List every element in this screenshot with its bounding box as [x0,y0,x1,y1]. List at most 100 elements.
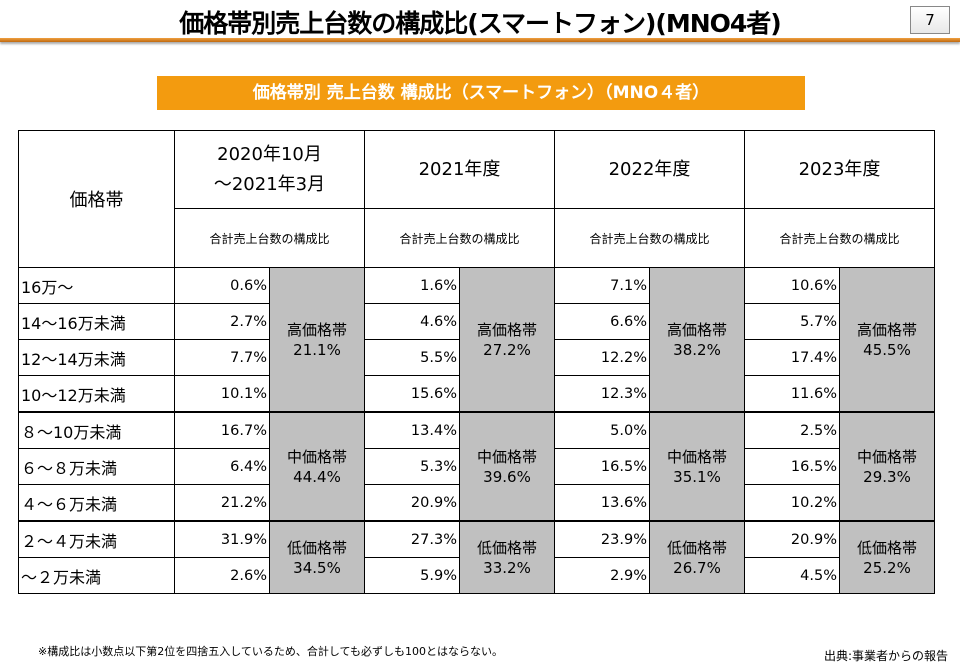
period-header: 2022年度 [554,130,745,209]
subheader: 合計売上台数の構成比 [364,208,555,268]
share-value: 12.3% [554,375,650,413]
group-label: 中価格帯 [666,447,727,466]
period-header: 2021年度 [364,130,555,209]
share-value: 7.7% [174,339,270,376]
share-value: 2.6% [174,557,270,594]
page-number: 7 [910,6,950,34]
period-header: 2020年10月 ～2021年3月 [174,130,365,209]
share-value: 13.6% [554,484,650,522]
group-total: 低価格帯 25.2% [839,520,935,594]
footnote: ※構成比は小数点以下第2位を四捨五入しているため、合計しても必ずしも100とはな… [38,645,503,658]
title-underline [0,38,960,42]
share-value: 5.3% [364,448,460,485]
share-value: 5.0% [554,411,650,449]
group-value: 45.5% [863,340,911,359]
share-value: 5.7% [744,303,840,340]
group-label: 低価格帯 [286,538,347,557]
share-value: 20.9% [364,484,460,522]
group-total: 高価格帯 21.1% [269,267,365,413]
corner-header: 価格帯 [18,130,175,268]
group-value: 21.1% [293,340,341,359]
group-total: 低価格帯 33.2% [459,520,555,594]
share-value: 10.1% [174,375,270,413]
share-value: 10.6% [744,267,840,304]
table-row: ６～８万未満 6.4% 5.3% 16.5% 16.5% [18,448,935,485]
price-band-label: 14～16万未満 [18,303,175,340]
price-band-label: ２～４万未満 [18,520,175,558]
share-value: 21.2% [174,484,270,522]
source-note: 出典:事業者からの報告 [823,649,948,663]
share-value: 5.5% [364,339,460,376]
share-value: 2.5% [744,411,840,449]
share-value: 4.5% [744,557,840,594]
group-value: 33.2% [483,558,531,577]
price-band-label: 10～12万未満 [18,375,175,413]
price-band-label: 16万～ [18,267,175,304]
group-label: 低価格帯 [856,538,917,557]
price-band-label: ６～８万未満 [18,448,175,485]
table-banner: 価格帯別 売上台数 構成比（スマートフォン）（MNO４者） [157,76,805,110]
group-total: 中価格帯 35.1% [649,411,745,522]
group-total: 高価格帯 45.5% [839,267,935,413]
group-value: 35.1% [673,467,721,486]
group-label: 高価格帯 [666,320,727,339]
group-label: 中価格帯 [476,447,537,466]
subheader: 合計売上台数の構成比 [174,208,365,268]
group-label: 中価格帯 [856,447,917,466]
share-value: 10.2% [744,484,840,522]
table-row: ４～６万未満 21.2% 20.9% 13.6% 10.2% [18,484,935,522]
period-header: 2023年度 [744,130,935,209]
group-total: 高価格帯 27.2% [459,267,555,413]
price-band-label: ～２万未満 [18,557,175,594]
price-band-label: ８～10万未満 [18,411,175,449]
share-value: 11.6% [744,375,840,413]
group-total: 中価格帯 29.3% [839,411,935,522]
group-value: 27.2% [483,340,531,359]
group-label: 中価格帯 [286,447,347,466]
group-label: 低価格帯 [666,538,727,557]
share-value: 7.1% [554,267,650,304]
share-value: 2.7% [174,303,270,340]
share-value: 13.4% [364,411,460,449]
group-value: 29.3% [863,467,911,486]
group-total: 低価格帯 34.5% [269,520,365,594]
group-value: 26.7% [673,558,721,577]
share-value: 4.6% [364,303,460,340]
table-row: 14～16万未満 2.7% 4.6% 6.6% 5.7% [18,303,935,340]
price-band-label: 12～14万未満 [18,339,175,376]
group-total: 中価格帯 39.6% [459,411,555,522]
group-total: 低価格帯 26.7% [649,520,745,594]
share-value: 20.9% [744,520,840,558]
share-value: 12.2% [554,339,650,376]
group-value: 44.4% [293,467,341,486]
share-value: 0.6% [174,267,270,304]
group-label: 高価格帯 [476,320,537,339]
share-value: 16.7% [174,411,270,449]
group-label: 高価格帯 [286,320,347,339]
price-band-label: ４～６万未満 [18,484,175,522]
table-row: 16万～ 0.6% 高価格帯 21.1% 1.6% 高価格帯 27.2% 7.1% 高価格帯 38… [18,267,935,413]
share-value: 16.5% [554,448,650,485]
subheader: 合計売上台数の構成比 [744,208,935,268]
group-value: 25.2% [863,558,911,577]
group-value: 39.6% [483,467,531,486]
share-value: 6.4% [174,448,270,485]
share-value: 16.5% [744,448,840,485]
share-value: 2.9% [554,557,650,594]
table-row: 12～14万未満 7.7% 5.5% 12.2% 17.4% [18,339,935,376]
group-value: 34.5% [293,558,341,577]
share-value: 15.6% [364,375,460,413]
share-value: 23.9% [554,520,650,558]
table-row: 10～12万未満 10.1% 15.6% 12.3% 11.6% [18,375,935,413]
share-value: 1.6% [364,267,460,304]
table-row: ８～10万未満 16.7% 中価格帯 44.4% 13.4% 中価格帯 39.6% 5.0% 中… [18,411,935,522]
group-label: 低価格帯 [476,538,537,557]
subheader: 合計売上台数の構成比 [554,208,745,268]
group-total: 中価格帯 44.4% [269,411,365,522]
share-table: 価格帯 2020年10月 ～2021年3月 2021年度 2022年度 2023年度 合計… [18,130,935,594]
slide-title: 価格帯別売上台数の構成比(スマートフォン)(MNO4者) [179,9,781,38]
table-row: ～２万未満 2.6% 5.9% 2.9% 4.5% [18,557,935,594]
share-value: 6.6% [554,303,650,340]
table-row: ２～４万未満 31.9% 低価格帯 34.5% 27.3% 低価格帯 33.2% 23.9% 低… [18,520,935,594]
share-value: 31.9% [174,520,270,558]
